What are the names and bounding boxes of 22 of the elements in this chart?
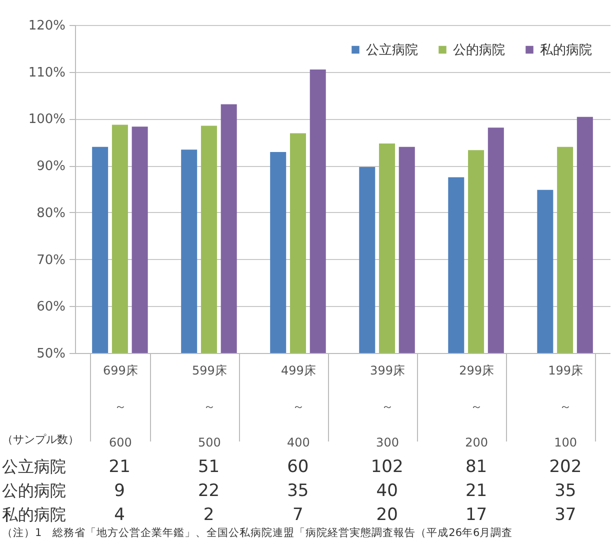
y-tick-label: 100%: [28, 112, 66, 128]
text: （注）1 総務省「地方公営企業年鑑」、全国公私病院連盟「病院経営実態調査報告（平成26年6月調査: [2, 526, 513, 539]
y-tick-label: 90%: [36, 159, 66, 174]
legend-label: 私的病院: [540, 42, 592, 58]
y-tick-label: 120%: [28, 18, 66, 34]
category-label: 399床～300: [370, 364, 405, 450]
category-label: 599床～500: [192, 364, 227, 450]
y-tick-label: 80%: [36, 206, 66, 221]
text: 公立病院 21 51 60 102 81 202: [2, 457, 582, 477]
text: 私的病院 4 2 7 20 17 37: [2, 505, 576, 525]
y-tick-label: 50%: [36, 346, 66, 362]
text: （サンプル数）: [2, 433, 79, 446]
y-tick-label: 60%: [36, 300, 66, 315]
category-label: 499床～400: [281, 364, 316, 450]
legend-label: 公立病院: [366, 42, 418, 58]
category-label: 199床～100: [548, 364, 583, 450]
legend-label: 公的病院: [453, 42, 505, 58]
text: 公的病院 9 22 35 40 21 35: [2, 481, 576, 501]
y-tick-label: 70%: [36, 252, 66, 268]
category-label: 699床～600: [103, 364, 138, 450]
category-label: 299床～200: [459, 364, 494, 450]
y-tick-label: 110%: [28, 65, 66, 80]
